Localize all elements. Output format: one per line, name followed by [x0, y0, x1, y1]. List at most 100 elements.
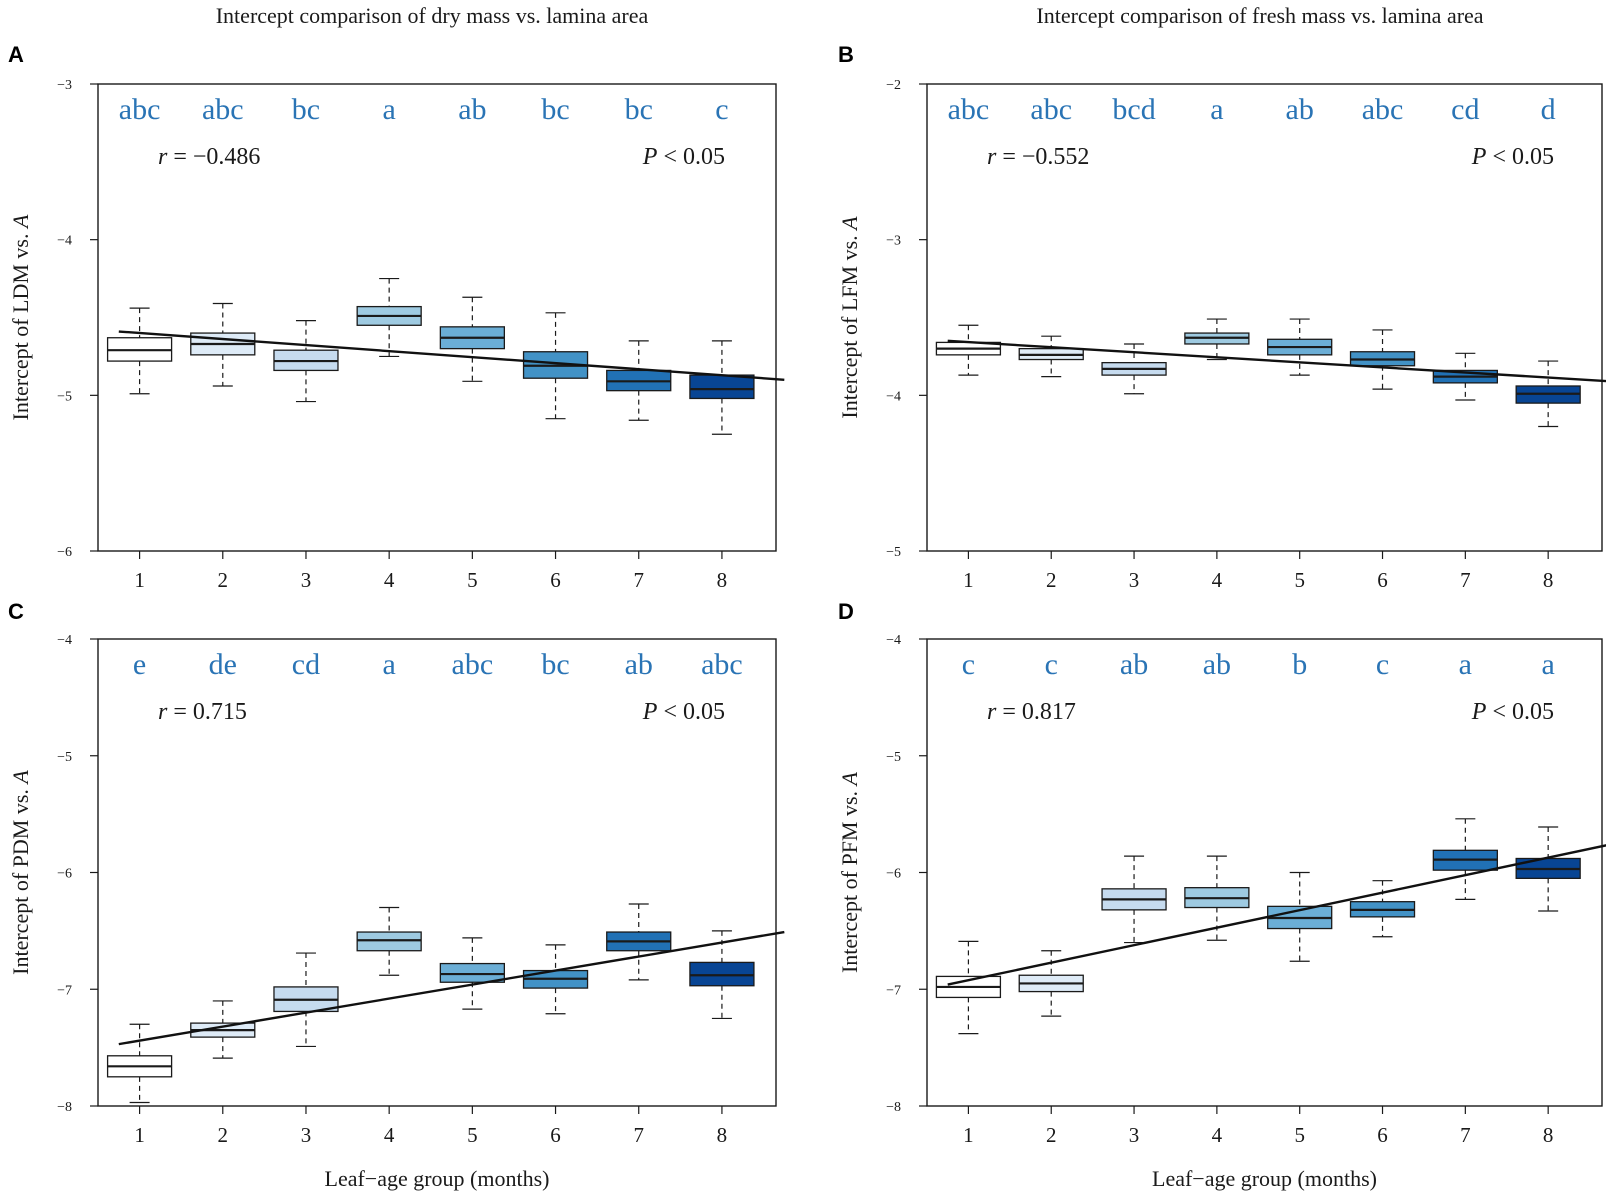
- box-1: [935, 940, 1002, 1035]
- x-axis-label: Leaf−age group (months): [325, 1166, 550, 1191]
- x-tick-label: 6: [550, 568, 561, 592]
- x-tick-label: 1: [963, 1123, 974, 1147]
- box-1: [935, 324, 1002, 376]
- significance-letter: e: [133, 648, 146, 681]
- box-2: [1018, 335, 1084, 378]
- x-tick-label: 7: [633, 1123, 644, 1147]
- x-tick-label: 6: [1377, 1123, 1388, 1147]
- box-3: [273, 320, 339, 403]
- significance-letter: abc: [119, 93, 161, 126]
- significance-letter: b: [1292, 648, 1307, 681]
- box-8: [689, 930, 755, 1020]
- x-tick-label: 2: [1046, 568, 1057, 592]
- panel-d: D −4 −5 −6 −7 −8 1 2 3 4 5 6 7 8 Intercept of PFM vs. …: [837, 599, 1606, 1191]
- y-axis-label: Intercept of LDM vs. A: [8, 214, 33, 420]
- x-tick-label: 7: [633, 568, 644, 592]
- plot-frame: [926, 83, 1603, 552]
- x-axis-label: Leaf−age group (months): [1152, 1166, 1377, 1191]
- box-3: [273, 952, 339, 1048]
- significance-letter: c: [1045, 648, 1058, 681]
- r-value: = −0.552: [996, 144, 1089, 170]
- box-4: [1184, 855, 1250, 941]
- significance-letter: bc: [625, 93, 653, 126]
- x-tick-label: 1: [134, 1123, 145, 1147]
- y-tick-label: −8: [886, 1100, 901, 1115]
- significance-letter: bc: [541, 648, 569, 681]
- y-tick-label: −5: [886, 750, 901, 765]
- y-axis-label-variable: A: [837, 216, 862, 232]
- y-tick-label: −5: [57, 750, 72, 765]
- significance-letter: c: [1376, 648, 1389, 681]
- box-4: [356, 906, 422, 976]
- regression-line: [118, 930, 785, 1046]
- x-tick-label: 5: [1294, 568, 1305, 592]
- y-tick-label: −4: [57, 633, 72, 648]
- box-5: [439, 296, 506, 382]
- significance-letter: abc: [948, 93, 990, 126]
- x-tick-label: 6: [550, 1123, 561, 1147]
- x-tick-label: 2: [218, 1123, 229, 1147]
- y-tick-label: −8: [57, 1100, 72, 1115]
- y-tick-label: −4: [886, 389, 901, 404]
- y-tick-label: −7: [57, 983, 72, 998]
- y-axis-label-variable: A: [837, 771, 862, 787]
- r-value: = 0.715: [167, 699, 247, 725]
- box-1: [106, 1023, 173, 1104]
- x-tick-label: 3: [301, 1123, 312, 1147]
- box-iqr: [689, 374, 755, 400]
- box-8: [1515, 826, 1581, 912]
- significance-letter: a: [1459, 648, 1472, 681]
- significance-letter: c: [715, 93, 728, 126]
- p-symbol: P: [642, 144, 658, 170]
- x-tick-label: 3: [301, 568, 312, 592]
- x-tick-label: 6: [1377, 568, 1388, 592]
- x-tick-label: 3: [1129, 568, 1140, 592]
- x-tick-label: 5: [467, 1123, 478, 1147]
- p-value: < 0.05: [1486, 144, 1554, 170]
- p-symbol: P: [1471, 699, 1487, 725]
- r-value: = 0.817: [996, 699, 1076, 725]
- box-1: [106, 307, 173, 395]
- y-tick-label: −3: [57, 78, 72, 93]
- r-statistic: r = 0.715: [158, 699, 247, 725]
- y-tick-label: −6: [57, 867, 72, 882]
- x-tick-label: 1: [134, 568, 145, 592]
- p-value: < 0.05: [657, 699, 725, 725]
- p-statistic: P < 0.05: [642, 144, 725, 170]
- y-tick-label: −4: [886, 633, 901, 648]
- significance-letter: ab: [1203, 648, 1231, 681]
- significance-letter: abc: [1030, 93, 1072, 126]
- y-tick-label: −2: [886, 78, 901, 93]
- significance-letter: bc: [541, 93, 569, 126]
- panel-c: C −4 −5 −6 −7 −8 1 2 3 4 5 6 7 8 Intercept of PDM vs. …: [8, 599, 785, 1191]
- x-tick-label: 8: [717, 568, 728, 592]
- y-tick-label: −6: [886, 867, 901, 882]
- p-symbol: P: [1471, 144, 1487, 170]
- significance-letter: abc: [202, 93, 244, 126]
- panel-letter: A: [8, 42, 24, 67]
- significance-letter: cd: [1451, 93, 1479, 126]
- significance-letter: ab: [625, 648, 653, 681]
- box-2: [1018, 950, 1084, 1017]
- y-axis-label-text: Intercept of PDM vs.: [8, 784, 33, 975]
- x-tick-label: 7: [1460, 568, 1471, 592]
- significance-letter: ab: [458, 93, 486, 126]
- x-tick-label: 2: [1046, 1123, 1057, 1147]
- y-axis-label-text: Intercept of LDM vs.: [8, 228, 33, 420]
- significance-letter: a: [383, 648, 396, 681]
- p-value: < 0.05: [1486, 699, 1554, 725]
- x-tick-label: 8: [717, 1123, 728, 1147]
- box-8: [1515, 360, 1581, 428]
- p-statistic: P < 0.05: [1471, 144, 1554, 170]
- panel-letter: D: [838, 599, 854, 624]
- plot-frame: [97, 83, 777, 552]
- x-tick-label: 8: [1543, 1123, 1554, 1147]
- box-8: [689, 340, 755, 435]
- significance-letter: a: [1542, 648, 1555, 681]
- p-statistic: P < 0.05: [1471, 699, 1554, 725]
- y-axis-label-variable: A: [8, 770, 33, 786]
- significance-letter: abc: [1362, 93, 1404, 126]
